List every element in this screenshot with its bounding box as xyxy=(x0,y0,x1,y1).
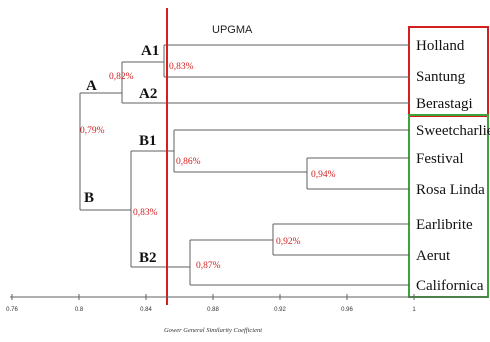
x-tick-label: 0.88 xyxy=(207,307,219,313)
x-axis: 0.76 0.8 0.84 0.88 0.92 0.96 1 xyxy=(6,294,488,313)
leaf-label: Berastagi xyxy=(416,96,473,112)
leaf-label: Festival xyxy=(416,151,464,167)
dendrogram-branches xyxy=(79,44,410,286)
x-tick-label: 0.8 xyxy=(75,307,84,313)
leaf-label: Holland xyxy=(416,38,465,54)
group-label-b2: B2 xyxy=(139,250,157,266)
leaf-label: Californica xyxy=(416,278,484,294)
node-label-b1-sub: 0,94% xyxy=(311,170,336,180)
x-tick-label: 0.96 xyxy=(341,307,353,313)
leaf-label: Santung xyxy=(416,69,466,85)
x-tick-label: 0.84 xyxy=(140,307,152,313)
node-label-b2: 0,87% xyxy=(196,261,221,271)
cluster-box-b xyxy=(408,114,489,298)
node-label-a: 0,82% xyxy=(109,72,134,82)
x-tick-label: 0.92 xyxy=(274,307,286,313)
node-label-b1: 0,86% xyxy=(176,157,201,167)
leaf-label: Earlibrite xyxy=(416,217,473,233)
leaf-label: Rosa Linda xyxy=(416,182,485,198)
group-label-a1: A1 xyxy=(141,43,159,59)
group-label-b: B xyxy=(84,190,94,206)
x-tick-label: 0.76 xyxy=(6,307,18,313)
leaf-label: Sweetcharlie xyxy=(416,123,490,139)
group-label-a: A xyxy=(86,78,97,94)
chart-title: UPGMA xyxy=(212,24,253,36)
node-label-a1: 0,83% xyxy=(169,62,194,72)
node-label-b: 0,83% xyxy=(133,208,158,218)
leaf-label: Aerut xyxy=(416,248,451,264)
x-tick-label: 1 xyxy=(412,307,416,313)
node-label-b2-sub: 0,92% xyxy=(276,237,301,247)
group-label-a2: A2 xyxy=(139,86,157,102)
node-label-root: 0,79% xyxy=(80,126,105,136)
x-axis-label: Gower General Similarity Coefficient xyxy=(164,327,262,334)
group-label-b1: B1 xyxy=(139,133,157,149)
